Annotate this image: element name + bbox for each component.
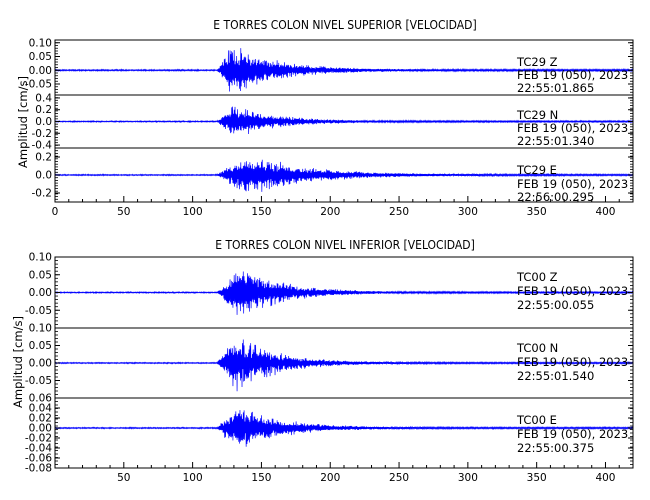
x-tick-label: 100 [183,472,203,484]
y-tick-label: -0.2 [32,128,53,140]
time-label-tc00-e: 22:55:00.375 [517,441,594,455]
y-tick-label: 0.10 [29,323,52,335]
x-tick-label: 400 [595,472,615,484]
x-tick-label: 300 [458,206,478,218]
chart-title-superior: E TORRES COLON NIVEL SUPERIOR [VELOCIDAD… [213,18,476,32]
time-label-tc29-e: 22:56:00.295 [517,190,594,204]
subplot-tc00-z: 0.10 0.05 0.00 -0.05 TC00 Z FEB 19 (050), 2… [25,252,634,329]
y-tick-label: 0.05 [29,269,52,281]
x-tick-label: 200 [320,206,340,218]
y-tick-label: 0.00 [29,358,52,370]
y-tick-label: -0.05 [25,305,52,317]
trace-tc29-z [54,48,634,92]
x-tick-label: 250 [389,206,409,218]
station-label-tc00-e: TC00 E [516,413,557,427]
station-label-tc29-e: TC29 E [516,163,557,177]
y-tick-label: -0.05 [25,79,52,91]
date-label-tc00-n: FEB 19 (050), 2023 [517,355,628,369]
x-tick-label: 50 [117,472,130,484]
x-tick-label: 400 [595,206,615,218]
trace-tc29-e [54,159,634,192]
y-tick-label: -0.02 [25,433,52,445]
trace-tc00-z [54,271,634,315]
x-tick-label: 50 [117,206,130,218]
subplot-tc00-n: 0.10 0.05 0.00 -0.05 TC00 N FEB 19 (050), 2… [25,323,634,399]
y-ticks-tc29-n: 0.40.20.0-0.2-0.4 [32,92,633,152]
y-tick-label: 0.0 [35,116,52,128]
x-tick-label: 350 [527,206,547,218]
subplot-tc29-e: 0.2 0.0 -0.2 TC29 E FEB 19 (050), 2023 22:… [32,147,634,204]
subplot-tc00-e: 0.060.040.020.00-0.02-0.04-0.06-0.08 TC0… [25,393,634,475]
y-tick-label: 0.10 [29,252,52,264]
y-tick-label: 0.10 [29,37,52,49]
x-tick-label: 300 [458,472,478,484]
y-tick-label: 0.00 [29,287,52,299]
trace-tc29-n [54,106,634,135]
x-tick-label: 0 [52,206,59,218]
station-label-tc29-n: TC29 N [516,108,558,122]
station-label-tc00-z: TC00 Z [516,270,558,284]
date-label-tc00-z: FEB 19 (050), 2023 [517,284,628,298]
y-axis-label-inferior: Amplitud [cm/s] [11,316,25,408]
y-tick-label: 0.05 [29,51,52,63]
time-label-tc29-n: 22:55:01.340 [517,134,594,148]
y-ticks-tc00-e: 0.060.040.020.00-0.02-0.04-0.06-0.08 [25,393,633,475]
y-tick-label: 0.02 [29,413,52,425]
y-tick-label: 0.06 [29,393,53,405]
date-label-tc29-e: FEB 19 (050), 2023 [517,177,628,191]
y-tick-label: -0.05 [25,375,52,387]
y-tick-label: -0.08 [25,463,52,475]
y-tick-label: -0.4 [32,140,53,152]
time-label-tc29-z: 22:55:01.865 [517,81,594,95]
x-tick-label: 100 [183,206,203,218]
x-axis-superior: 0 50 100 150 200 250 300 350 400 [52,196,634,218]
figure-inferior: E TORRES COLON NIVEL INFERIOR [VELOCIDAD… [11,238,634,484]
date-label-tc00-e: FEB 19 (050), 2023 [517,427,628,441]
date-label-tc29-z: FEB 19 (050), 2023 [517,68,628,82]
y-tick-label: 0.4 [35,92,52,104]
x-tick-label: 200 [320,472,340,484]
x-tick-label: 150 [251,206,271,218]
y-axis-label-superior: Amplitud [cm/s] [16,76,30,168]
chart-title-inferior: E TORRES COLON NIVEL INFERIOR [VELOCIDAD… [215,238,475,252]
x-tick-label: 350 [527,472,547,484]
subplot-tc29-z: 0.10 0.05 0.00 -0.05 TC29 Z FEB 19 (050), 2… [25,37,634,96]
y-tick-label: 0.0 [35,170,52,182]
y-ticks-tc29-z: 0.10 0.05 0.00 -0.05 [25,37,633,96]
date-label-tc29-n: FEB 19 (050), 2023 [517,121,628,135]
y-tick-label: 0.00 [29,65,52,77]
figure-superior: E TORRES COLON NIVEL SUPERIOR [VELOCIDAD… [16,18,634,218]
trace-tc00-e [54,410,634,447]
time-label-tc00-n: 22:55:01.540 [517,369,594,383]
y-tick-label: -0.2 [32,188,53,200]
y-tick-label: 0.05 [29,340,52,352]
trace-tc00-n [54,339,634,392]
subplot-tc29-n: 0.40.20.0-0.2-0.4 TC29 N FEB 19 (050), 2… [32,92,634,152]
x-tick-label: 250 [389,472,409,484]
x-tick-label: 150 [251,472,271,484]
station-label-tc29-z: TC29 Z [516,55,558,69]
y-tick-label: 0.04 [29,403,53,415]
station-label-tc00-n: TC00 N [516,341,558,355]
y-tick-label: 0.2 [35,104,52,116]
x-axis-inferior: 50 100 150 200 250 300 350 400 [54,462,634,484]
y-ticks-tc00-n: 0.10 0.05 0.00 -0.05 [25,323,633,399]
y-tick-label: -0.06 [25,453,52,465]
y-tick-label: -0.04 [25,443,52,455]
y-tick-label: 0.2 [35,152,52,164]
time-label-tc00-z: 22:55:00.055 [517,298,594,312]
y-tick-label: 0.00 [29,423,52,435]
